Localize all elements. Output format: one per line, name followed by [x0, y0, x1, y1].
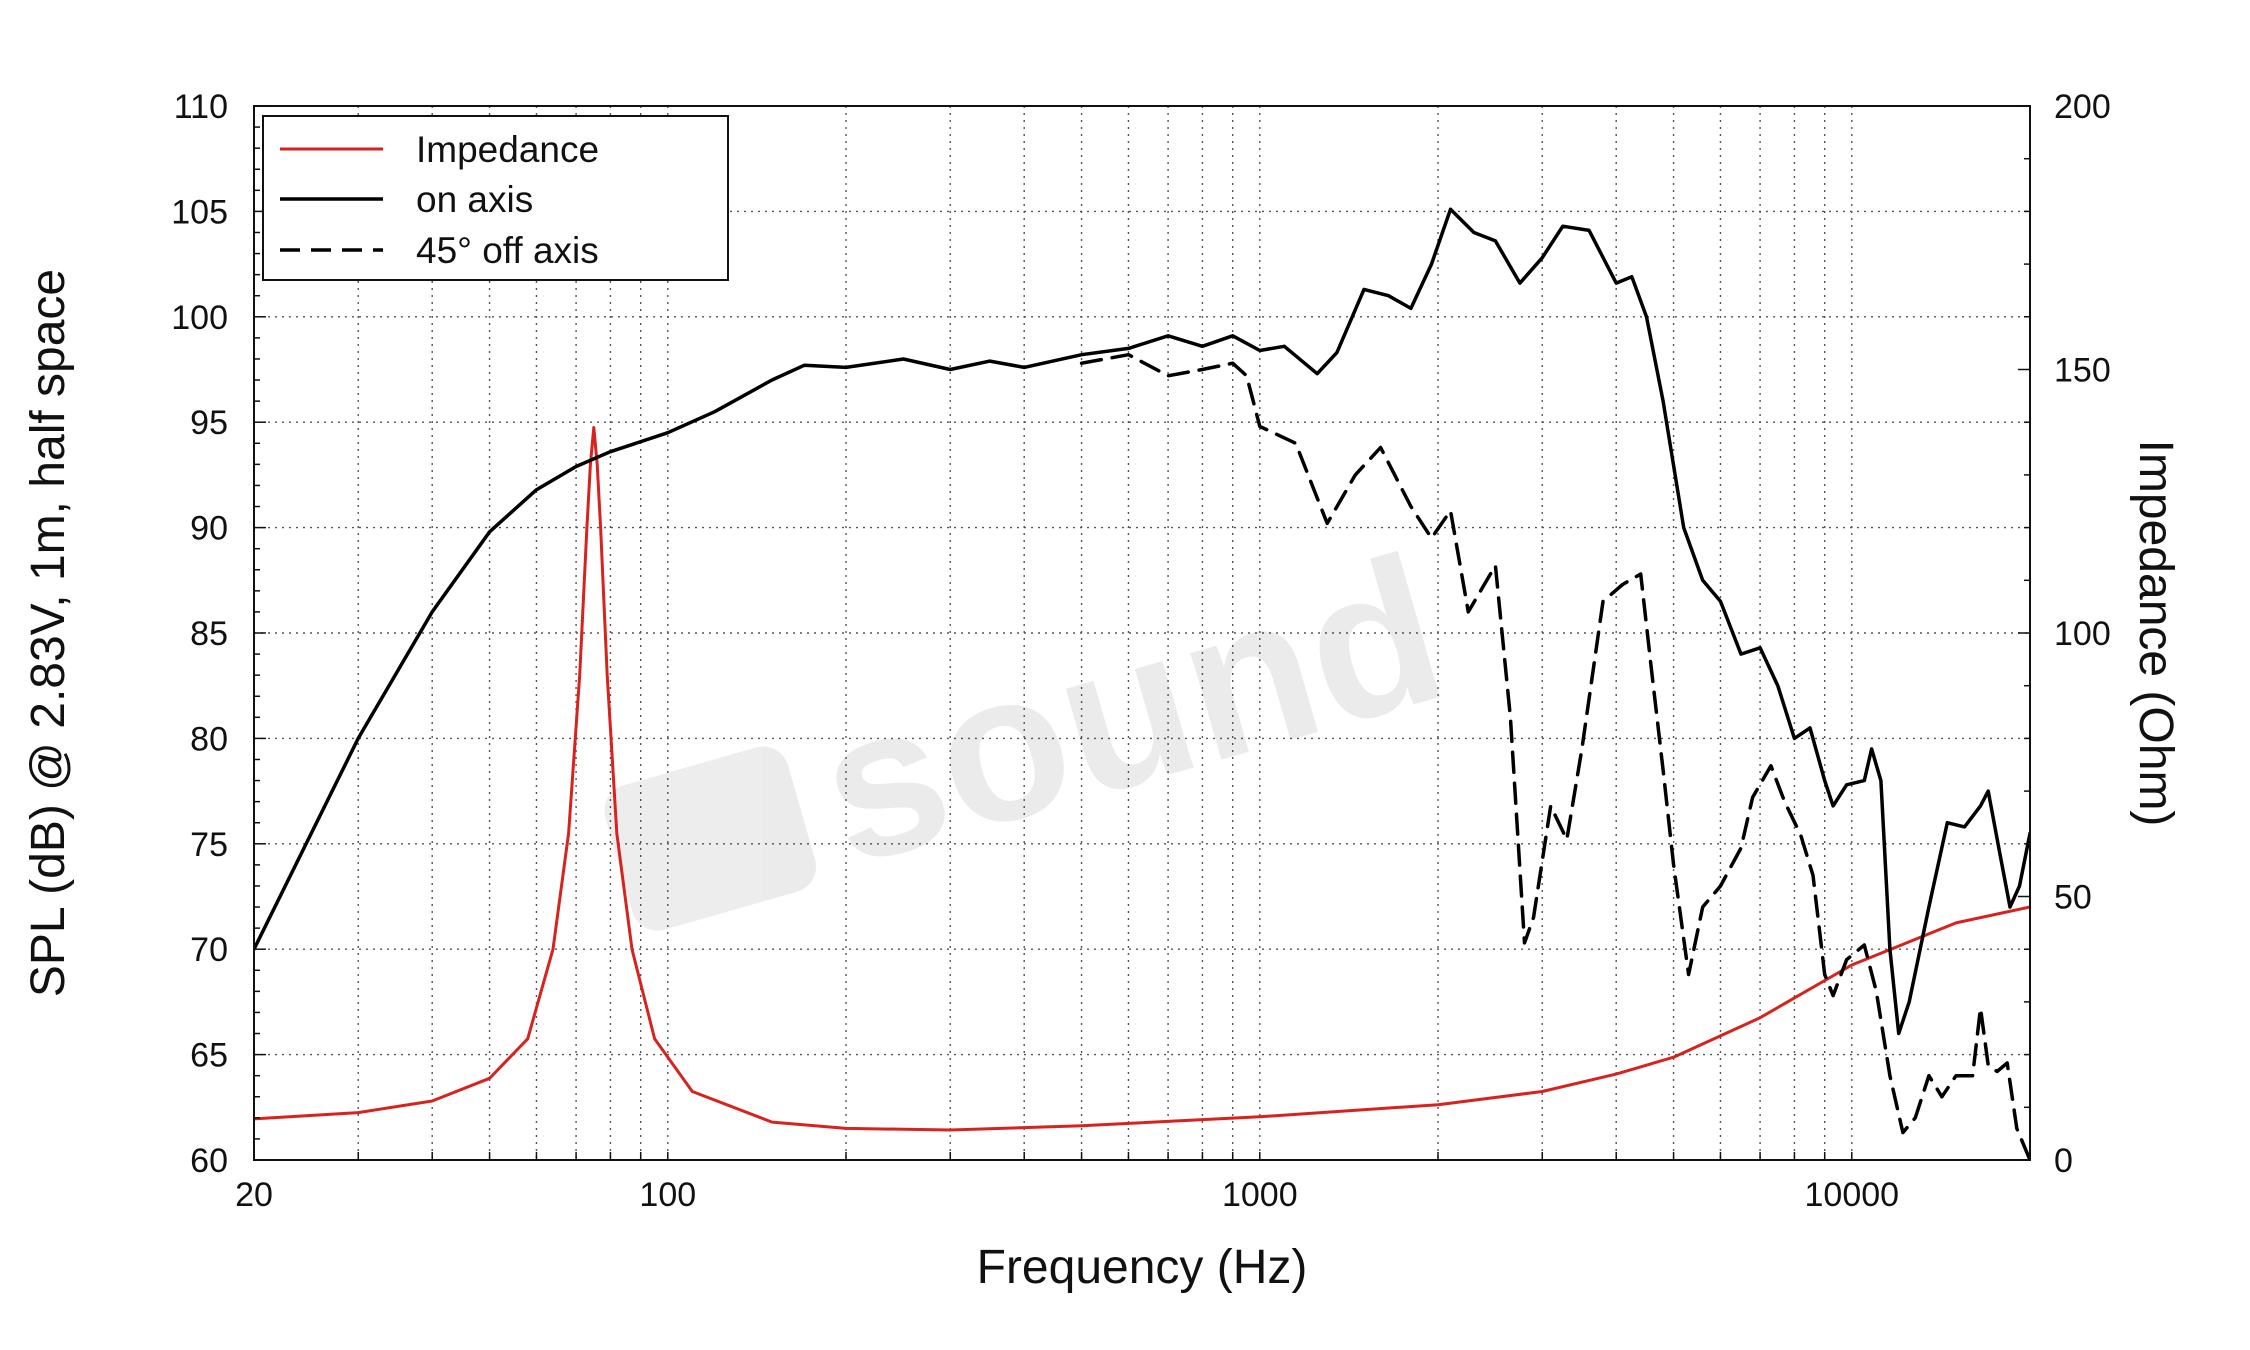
y-tick-label: 80	[190, 720, 228, 758]
x-axis-title: Frequency (Hz)	[977, 1241, 1308, 1294]
y-tick-label: 60	[190, 1142, 228, 1180]
left-y-axis: 60 65 70 75 80 85 90 95 100 105 110	[171, 88, 266, 1180]
legend-label-off-axis: 45° off axis	[416, 230, 599, 271]
series-line-on-axis	[254, 207, 2030, 1036]
y2-tick-label: 0	[2054, 1142, 2073, 1180]
y-tick-label: 90	[190, 510, 228, 548]
series-layer	[254, 207, 2030, 1160]
y2-axis-title: Impedance (Ohm)	[2129, 440, 2182, 827]
y2-tick-label: 150	[2054, 352, 2111, 390]
x-tick-label: 100	[639, 1176, 696, 1214]
legend: Impedance on axis 45° off axis	[262, 115, 729, 281]
x-tick-label: 10000	[1805, 1176, 1900, 1214]
watermark: sound	[604, 510, 1466, 931]
y2-tick-label: 200	[2054, 88, 2111, 126]
y2-tick-label: 100	[2054, 615, 2111, 653]
watermark-text: sound	[796, 510, 1466, 910]
y-tick-label: 70	[190, 931, 228, 969]
x-axis: 20 100 1000 10000	[235, 1152, 2031, 1214]
y-tick-label: 85	[190, 615, 228, 653]
series-line-off-axis	[1079, 352, 2030, 1160]
x-tick-label: 1000	[1222, 1176, 1298, 1214]
right-y-axis: 0 50 100 150 200	[2018, 88, 2111, 1180]
y-tick-label: 110	[174, 88, 228, 126]
legend-label-on-axis: on axis	[416, 179, 533, 220]
y2-tick-label: 50	[2054, 879, 2092, 917]
y-axis-title: SPL (dB) @ 2.83V, 1m, half space	[22, 269, 75, 997]
y-tick-label: 75	[190, 826, 228, 864]
y-tick-label: 65	[190, 1037, 228, 1075]
y-tick-label: 100	[171, 299, 228, 337]
x-tick-label: 20	[235, 1176, 273, 1214]
y-tick-label: 105	[171, 193, 228, 231]
legend-label-impedance: Impedance	[416, 129, 599, 170]
watermark-logo-mark	[604, 746, 817, 931]
y-tick-label: 95	[190, 404, 228, 442]
series-line-impedance	[254, 426, 2030, 1132]
